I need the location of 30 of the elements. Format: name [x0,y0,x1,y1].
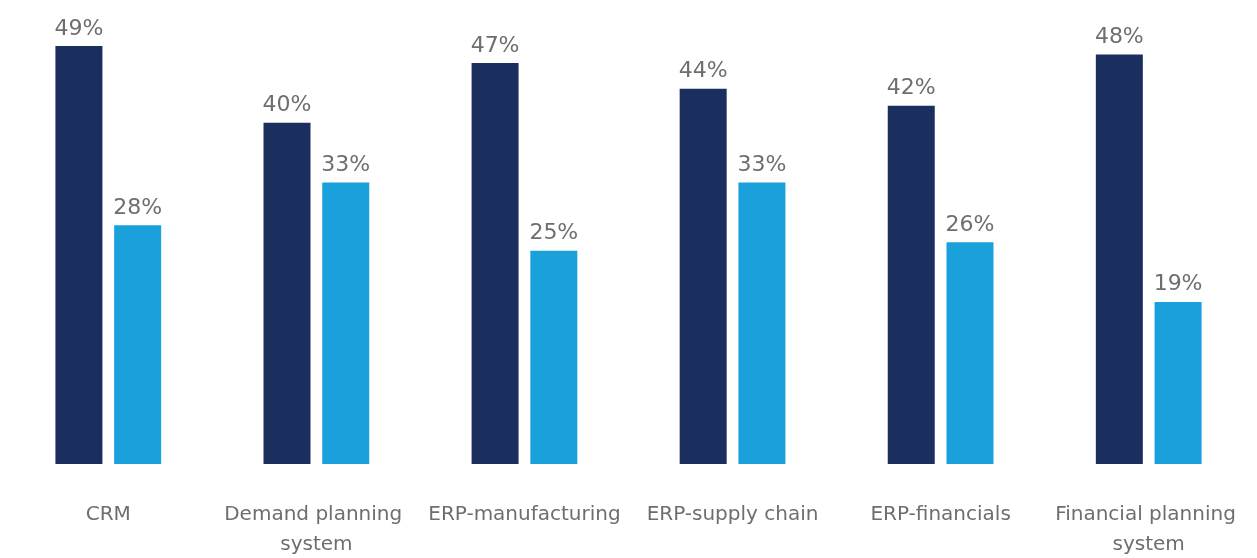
data-label: 19% [1153,270,1203,296]
bar [1154,301,1202,464]
data-label: 33% [321,150,371,176]
bar [263,122,311,464]
data-label: 44% [678,57,728,83]
x-tick-label: ERP-manufacturing [428,501,621,525]
data-label: 40% [262,91,312,117]
data-label: 42% [886,74,936,100]
bar [114,225,162,464]
bar [322,182,370,464]
bar [738,182,786,464]
data-label: 49% [54,14,104,40]
x-tick-label: Financial planning system [1055,501,1243,555]
data-label: 48% [1094,23,1144,49]
bar [1095,54,1143,464]
bar [679,88,727,464]
data-label: 33% [737,150,787,176]
data-label: 25% [529,219,579,245]
bar [887,105,935,464]
data-label: 26% [945,210,995,236]
data-label: 28% [113,193,163,219]
x-tick-label: CRM [85,501,131,525]
data-label: 47% [470,31,520,57]
x-tick-label: ERP-financials [870,501,1011,525]
bar [55,46,103,464]
bar [946,242,994,464]
bar [530,250,578,464]
bar [471,63,519,464]
x-tick-label: Demand planning system [224,501,409,555]
x-tick-label: ERP-supply chain [646,501,819,525]
